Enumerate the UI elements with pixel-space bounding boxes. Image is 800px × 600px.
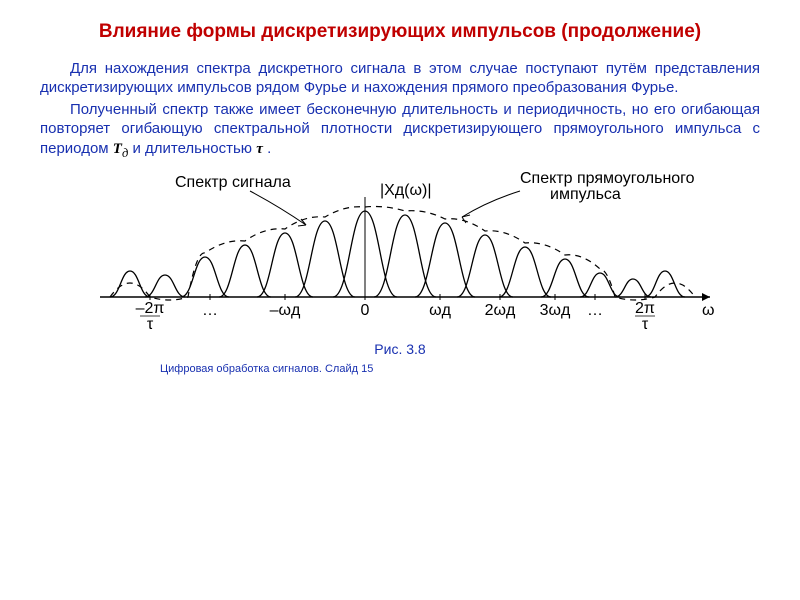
figure-caption: Рис. 3.8 (40, 341, 760, 357)
symbol-T: T (113, 141, 122, 157)
svg-text:ω: ω (702, 302, 715, 319)
paragraph-1: Для нахождения спектра дискретного сигна… (40, 59, 760, 98)
svg-text:τ: τ (642, 316, 649, 333)
svg-text:0: 0 (361, 302, 370, 319)
svg-text:ωд: ωд (429, 302, 451, 319)
symbol-tau: τ (256, 141, 263, 157)
svg-text:–2π: –2π (136, 300, 165, 317)
svg-text:Спектр прямоугольного: Спектр прямоугольного (520, 170, 695, 187)
spectrum-diagram: |Xд(ω)|ω–2πτ…–ωд0ωд2ωд3ωд…2πτСпектр сигн… (80, 167, 720, 337)
svg-text:–ωд: –ωд (270, 302, 301, 319)
svg-text:|Xд(ω)|: |Xд(ω)| (380, 182, 431, 199)
slide-footer: Цифровая обработка сигналов. Слайд 15 (40, 363, 760, 375)
paragraph-2: Полученный спектр также имеет бесконечну… (40, 100, 760, 161)
symbol-T-sub: д (122, 146, 128, 160)
slide-title: Влияние формы дискретизирующих импульсов… (40, 20, 760, 45)
inline-end: . (267, 140, 271, 157)
svg-text:2ωд: 2ωд (485, 302, 516, 319)
svg-text:2π: 2π (635, 300, 655, 317)
svg-text:…: … (587, 302, 603, 319)
inline-mid: и длительностью (132, 140, 252, 157)
svg-text:импульса: импульса (550, 186, 621, 203)
figure-3-8: |Xд(ω)|ω–2πτ…–ωд0ωд2ωд3ωд…2πτСпектр сигн… (40, 167, 760, 337)
svg-text:…: … (202, 302, 218, 319)
svg-text:τ: τ (147, 316, 154, 333)
svg-text:Спектр сигнала: Спектр сигнала (175, 174, 291, 191)
svg-text:3ωд: 3ωд (540, 302, 571, 319)
